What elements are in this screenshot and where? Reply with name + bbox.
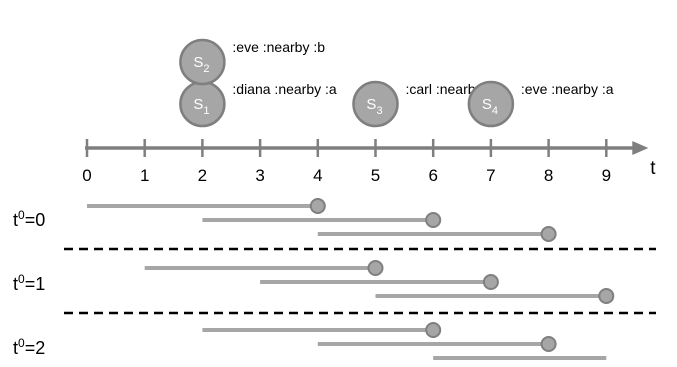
event-symbol-index: 1 (203, 105, 209, 117)
axis-tick-label: 2 (198, 166, 207, 185)
row-1: t0=1 (13, 260, 615, 304)
axis-tick-label: 5 (371, 166, 380, 185)
row-label-base: t (13, 210, 18, 230)
axis-tick-label: 4 (313, 166, 322, 185)
event-label: :eve :nearby :b (232, 39, 325, 55)
events-layer: S1:diana :nearby :aS2:eve :nearby :bS3:c… (179, 38, 614, 128)
row-0: t0=0 (13, 198, 557, 242)
event-s1: S1 :diana :nearby :a (179, 80, 337, 128)
row-label-value: =1 (25, 274, 46, 294)
row-label: t0=2 (13, 336, 45, 358)
event-symbol-index: 4 (492, 105, 498, 117)
axis-tick-label: 3 (255, 166, 264, 185)
row-label-sup: 0 (18, 336, 25, 350)
axis-title: t (650, 158, 656, 179)
window-end-marker (309, 198, 326, 214)
row-label-base: t (13, 274, 18, 294)
event-label: :diana :nearby :a (232, 81, 337, 97)
event-symbol-letter: S (482, 96, 492, 113)
window-end-marker (540, 226, 557, 242)
axis-tick-label: 1 (140, 166, 149, 185)
time-axis: 0 1 2 3 4 5 6 7 8 9 t (82, 139, 656, 185)
window-end-marker (425, 322, 442, 338)
event-symbol-index: 3 (376, 105, 382, 117)
axis-arrowhead (632, 141, 649, 155)
event-circle (179, 38, 226, 86)
row-label: t0=1 (13, 272, 45, 294)
event-label: :eve :nearby :a (521, 81, 614, 97)
row-label-sup: 0 (18, 272, 25, 286)
row-label-sup: 0 (18, 208, 25, 222)
row-label: t0=0 (13, 208, 45, 230)
axis-tick-label: 6 (428, 166, 437, 185)
axis-tick-label: 7 (486, 166, 495, 185)
event-circle (352, 80, 399, 128)
event-s2: S2 :eve :nearby :b (179, 38, 325, 86)
row-label-base: t (13, 338, 18, 358)
row-2: t0=2 (13, 322, 607, 360)
window-end-marker (367, 260, 384, 276)
event-symbol: S1 (193, 96, 209, 117)
axis-tick-label: 0 (82, 166, 91, 185)
axis-tick-label: 9 (602, 166, 611, 185)
event-circle (467, 80, 515, 128)
window-end-marker (482, 274, 499, 290)
event-symbol: S4 (482, 96, 498, 117)
interval-rows: t0=0t0=1t0=2 (13, 198, 656, 360)
event-symbol: S2 (193, 54, 209, 75)
event-s4: S4 :eve :nearby :a (467, 80, 614, 128)
event-symbol-letter: S (366, 96, 376, 113)
window-end-marker (540, 336, 557, 352)
event-symbol-letter: S (193, 54, 203, 71)
row-label-value: =0 (25, 210, 46, 230)
event-symbol-letter: S (193, 96, 203, 113)
window-end-marker (425, 212, 442, 228)
axis-tick-label: 8 (544, 166, 553, 185)
row-label-value: =2 (25, 338, 46, 358)
event-symbol-index: 2 (203, 63, 209, 75)
event-symbol: S3 (366, 96, 382, 117)
window-end-marker (598, 288, 615, 304)
